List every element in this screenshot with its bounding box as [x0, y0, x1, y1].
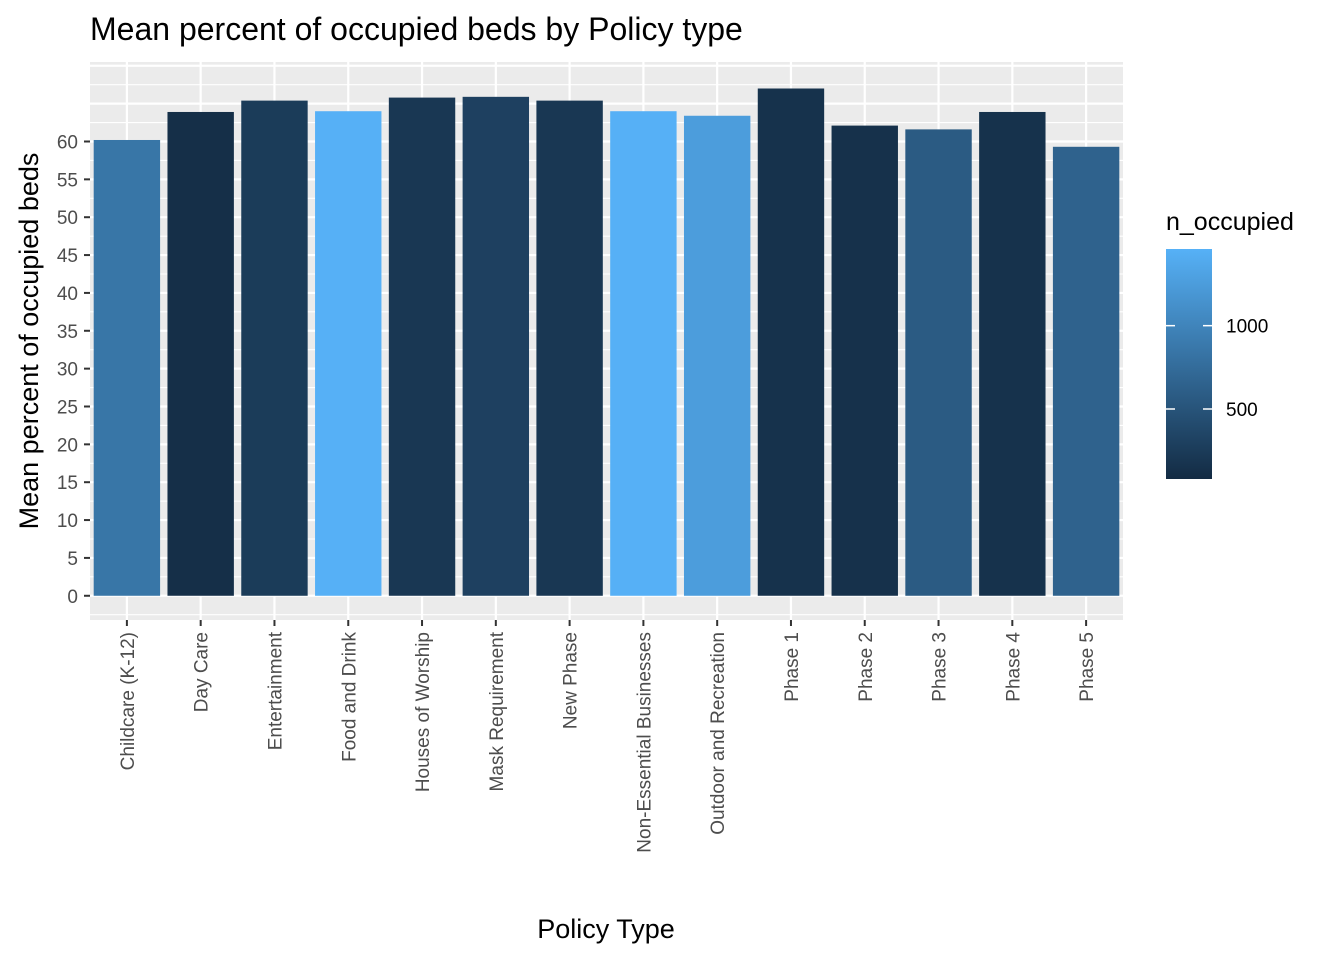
- legend-title: n_occupied: [1166, 208, 1294, 236]
- bar: [388, 97, 456, 596]
- x-axis-title: Policy Type: [537, 914, 675, 944]
- bar: [757, 88, 825, 596]
- x-tick-label: Non-Essential Businesses: [634, 632, 655, 853]
- bar: [831, 125, 898, 596]
- legend-colorbar: [1166, 249, 1212, 479]
- bar: [610, 111, 677, 596]
- bar: [979, 111, 1046, 596]
- x-tick-label: Phase 4: [1003, 632, 1024, 702]
- y-tick-label: 5: [67, 549, 78, 570]
- legend-ticks: 500 1000: [1166, 317, 1268, 421]
- bar: [241, 100, 308, 596]
- color-legend: n_occupied 500 1000: [1166, 208, 1294, 479]
- x-tick-label: Day Care: [192, 632, 213, 712]
- x-tick-label: Food and Drink: [339, 632, 360, 762]
- x-tick-label: Phase 3: [930, 632, 951, 702]
- x-axis: Childcare (K-12) Day Care Entertainment Foo…: [118, 620, 1098, 853]
- x-tick-label: Outdoor and Recreation: [708, 632, 729, 835]
- y-tick-label: 60: [57, 132, 78, 153]
- y-tick-label: 35: [57, 322, 78, 343]
- y-tick-label: 40: [57, 284, 78, 305]
- y-tick-label: 30: [57, 360, 78, 381]
- bar: [1052, 146, 1120, 596]
- bar: [683, 115, 751, 596]
- y-tick-label: 15: [57, 473, 78, 494]
- x-tick-label: New Phase: [561, 632, 582, 729]
- x-tick-label: Entertainment: [265, 631, 286, 750]
- y-axis-title: Mean percent of occupied beds: [14, 153, 44, 530]
- bar: [315, 111, 382, 596]
- bar: [905, 129, 972, 596]
- bar: [93, 139, 161, 596]
- y-tick-label: 0: [67, 587, 78, 608]
- x-tick-label: Mask Requirement: [487, 631, 508, 791]
- bar: [462, 96, 530, 596]
- bar: [167, 111, 234, 596]
- y-tick-label: 20: [57, 435, 78, 456]
- legend-tick-label: 1000: [1226, 317, 1268, 338]
- x-tick-label: Phase 5: [1077, 632, 1098, 702]
- x-tick-label: Houses of Worship: [413, 632, 434, 792]
- legend-tick-label: 500: [1226, 400, 1258, 421]
- y-tick-label: 25: [57, 397, 78, 418]
- x-tick-label: Phase 1: [782, 632, 803, 702]
- x-tick-label: Childcare (K-12): [118, 632, 139, 770]
- y-axis: 0 5 10 15 20 25 30 35 40 45 50 55 60: [57, 132, 90, 608]
- y-tick-label: 10: [57, 511, 78, 532]
- y-tick-label: 55: [57, 170, 78, 191]
- y-tick-label: 45: [57, 246, 78, 267]
- y-tick-label: 50: [57, 208, 78, 229]
- x-tick-label: Phase 2: [856, 632, 877, 702]
- chart-title: Mean percent of occupied beds by Policy …: [90, 11, 743, 47]
- bar: [536, 100, 603, 596]
- bars: [93, 88, 1120, 596]
